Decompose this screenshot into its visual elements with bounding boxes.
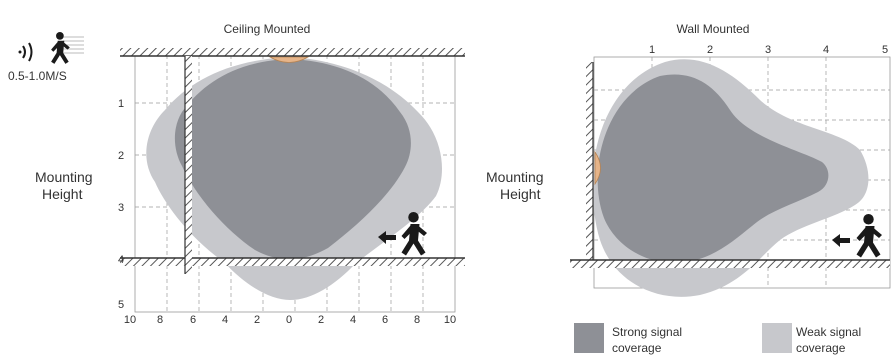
wall-x-tick: 4 <box>823 44 829 56</box>
ceiling-x-tick: 8 <box>157 314 163 326</box>
wall-x-tick: 5 <box>882 44 888 56</box>
ceiling-bar <box>120 48 465 56</box>
legend-strong-swatch <box>574 323 604 353</box>
wall-title: Wall Mounted <box>677 22 750 36</box>
ceiling-x-tick: 4 <box>222 314 228 326</box>
ceiling-x-tick: 10 <box>124 314 136 326</box>
wall-x-tick: 2 <box>707 44 713 56</box>
wall-x-tick: 1 <box>649 44 655 56</box>
ceiling-y-tick: 2 <box>118 150 124 162</box>
walking-person-icon <box>856 214 882 258</box>
arrow-left-icon <box>378 231 396 244</box>
ceiling-y-tick: 4 <box>118 254 124 266</box>
ceiling-strong-coverage <box>174 59 411 259</box>
ceiling-x-tick: 4 <box>350 314 356 326</box>
ceiling-y-tick: 3 <box>118 202 124 214</box>
wall-sensor <box>594 150 601 186</box>
legend-strong-label-line2: coverage <box>612 341 662 355</box>
ceiling-side-wall <box>185 56 192 274</box>
ceiling-x-tick: 0 <box>286 314 292 326</box>
ceiling-x-tick: 2 <box>318 314 324 326</box>
ceiling-x-tick: 8 <box>414 314 420 326</box>
ceiling-mounting-label-line2: Height <box>42 186 83 202</box>
wall-mounting-label-line1: Mounting <box>486 169 544 185</box>
ceiling-x-tick: 10 <box>444 314 456 326</box>
legend-weak-swatch <box>762 323 792 353</box>
ceiling-x-tick: 6 <box>190 314 196 326</box>
ceiling-title: Ceiling Mounted <box>224 22 311 36</box>
wall-strong-coverage <box>597 74 829 264</box>
ceiling-y-tick: 5 <box>118 299 124 311</box>
ceiling-mounting-label-line1: Mounting <box>35 169 93 185</box>
arrow-left-icon <box>832 234 850 247</box>
legend-strong-label-line1: Strong signal <box>612 325 682 339</box>
ceiling-sensor <box>268 56 310 63</box>
motion-waves-icon <box>18 42 33 62</box>
floor-bar <box>120 258 465 266</box>
ceiling-y-tick: 1 <box>118 98 124 110</box>
ceiling-x-tick: 6 <box>382 314 388 326</box>
legend-weak-label-line1: Weak signal <box>796 325 861 339</box>
wall-x-tick: 3 <box>765 44 771 56</box>
legend-weak-label-line2: coverage <box>796 341 846 355</box>
ceiling-x-tick: 2 <box>254 314 260 326</box>
speed-label: 0.5-1.0M/S <box>8 69 67 83</box>
wall-floor-bar <box>570 260 890 268</box>
wall-mounting-label-line2: Height <box>500 186 541 202</box>
wall-left-wall <box>586 62 593 260</box>
